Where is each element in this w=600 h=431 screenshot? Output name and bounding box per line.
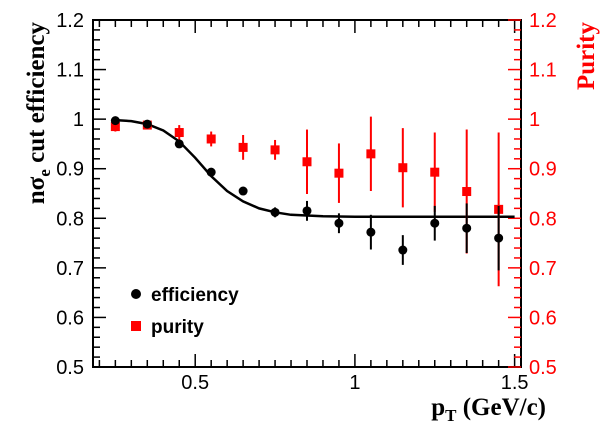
efficiency-point	[494, 233, 504, 243]
purity-point	[110, 122, 120, 132]
purity-point	[270, 145, 280, 155]
efficiency-point	[462, 223, 472, 233]
purity-point	[334, 168, 344, 178]
legend-label-efficiency: efficiency	[151, 285, 239, 306]
purity-point	[366, 149, 376, 159]
x-tick-label: 0.5	[181, 372, 209, 394]
tick-labels: 0.5 1 1.50.5 0.50.6 0.60.7 0.70.8 0.80.9 0.91 11…	[56, 10, 557, 394]
efficiency-point	[366, 227, 376, 237]
purity-point	[174, 128, 184, 138]
y2-axis-label: Purity	[573, 22, 600, 91]
purity-point	[206, 134, 216, 144]
purity-point	[430, 167, 440, 177]
y-tick-label: 0.6	[56, 307, 84, 329]
y-tick-label: 0.7	[56, 258, 84, 280]
y-axis-label-sub: e	[35, 169, 54, 177]
efficiency-point	[174, 139, 184, 149]
y2-tick-label: 0.9	[529, 159, 557, 181]
x-axis-label-rest: (GeV/c)	[456, 394, 546, 421]
y2-tick-label: 1.1	[529, 60, 557, 82]
purity-point	[398, 163, 408, 173]
series-layer	[110, 116, 504, 287]
axis-ticks	[93, 19, 521, 368]
purity-point	[462, 187, 472, 197]
y2-tick-label: 1.2	[529, 10, 557, 32]
legend-label-purity: purity	[151, 317, 204, 338]
efficiency-point	[238, 186, 248, 196]
efficiency-point	[270, 207, 280, 217]
efficiency-point	[110, 116, 120, 126]
y-axis-label-sigma: σ	[23, 176, 50, 190]
efficiency-point	[206, 167, 216, 177]
efficiency-point	[430, 218, 440, 228]
x-axis-label-sub: T	[445, 406, 457, 425]
x-axis-label: pT (GeV/c)	[431, 394, 546, 425]
y-axis-label-rest: cut efficiency	[23, 22, 50, 170]
legend-marker-purity	[131, 321, 141, 331]
efficiency-point	[334, 218, 344, 228]
x-tick-label: 1	[349, 372, 360, 394]
y-tick-label: 0.8	[56, 208, 84, 230]
legend: efficiency purity	[131, 285, 239, 338]
y-tick-label: 1.1	[56, 60, 84, 82]
purity-point	[238, 142, 248, 152]
y2-tick-label: 0.6	[529, 307, 557, 329]
y-tick-label: 1.2	[56, 10, 84, 32]
efficiency-point	[302, 206, 312, 216]
legend-marker-efficiency	[131, 289, 141, 299]
y-tick-label: 0.9	[56, 159, 84, 181]
efficiency-point	[142, 119, 152, 129]
y2-tick-label: 0.8	[529, 208, 557, 230]
efficiency-point	[398, 245, 408, 255]
x-axis-label-main: p	[431, 394, 445, 421]
y-tick-label: 1	[73, 109, 84, 131]
y-axis-label: nσe cut efficiency	[23, 22, 54, 205]
purity-point	[302, 157, 312, 167]
y2-tick-label: 1	[529, 109, 540, 131]
y2-tick-label: 0.7	[529, 258, 557, 280]
y-tick-label: 0.5	[56, 357, 84, 379]
y2-tick-label: 0.5	[529, 357, 557, 379]
y-axis-label-pre: n	[23, 190, 50, 204]
x-tick-label: 1.5	[501, 372, 529, 394]
